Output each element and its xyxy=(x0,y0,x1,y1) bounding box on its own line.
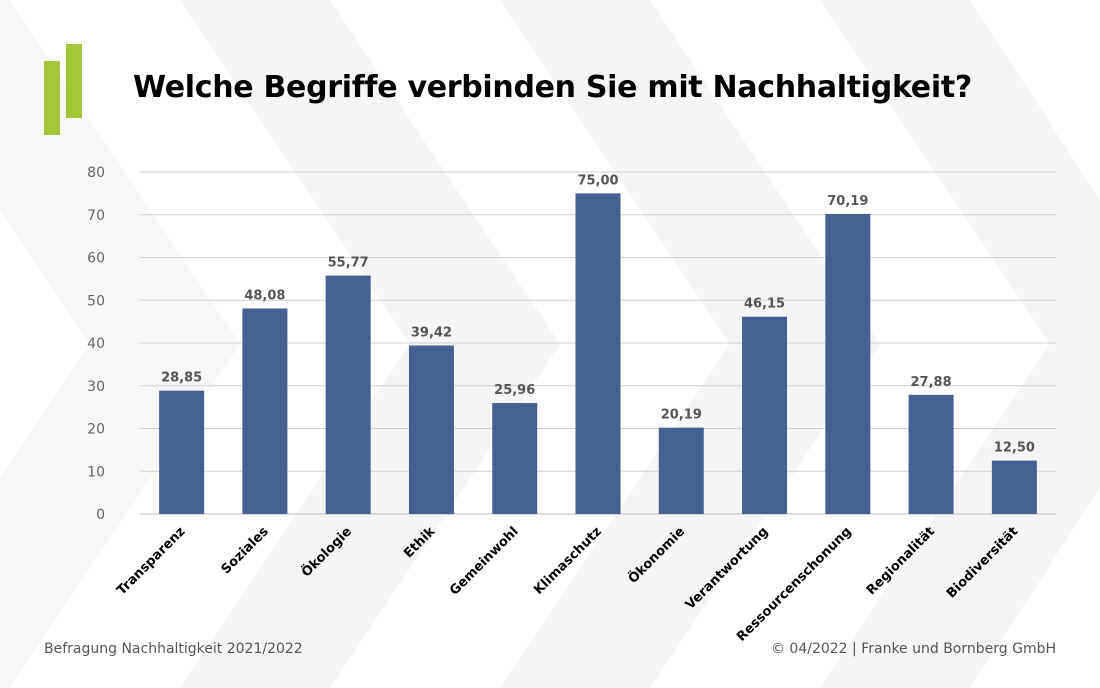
x-tick-label: Klimaschutz xyxy=(531,524,605,598)
bar xyxy=(242,308,288,514)
bar xyxy=(159,390,205,514)
x-tick-label: Biodiversität xyxy=(944,524,1021,601)
y-tick-label: 30 xyxy=(87,379,105,395)
y-tick-label: 40 xyxy=(87,336,105,352)
bar xyxy=(991,460,1037,514)
data-label: 28,85 xyxy=(161,371,202,386)
bar xyxy=(408,345,454,514)
x-tick-label: Transparenz xyxy=(114,524,188,598)
bar xyxy=(325,275,371,514)
data-label: 75,00 xyxy=(577,173,618,188)
chart-title: Welche Begriffe verbinden Sie mit Nachha… xyxy=(133,70,972,105)
x-tick-label: Ethik xyxy=(401,524,438,561)
x-tick-label: Gemeinwohl xyxy=(447,524,521,598)
x-tick-label: Verantwortung xyxy=(683,524,772,613)
data-label: 55,77 xyxy=(328,256,369,271)
bar xyxy=(658,427,704,514)
footer-copyright: © 04/2022 | Franke und Bornberg GmbH xyxy=(770,641,1056,657)
data-label: 12,50 xyxy=(994,441,1035,456)
data-label: 70,19 xyxy=(827,194,868,209)
data-label: 39,42 xyxy=(411,325,452,340)
x-tick-label: Ökonomie xyxy=(625,523,688,586)
logo-bar-short xyxy=(44,61,60,135)
x-tick-label: Soziales xyxy=(219,524,272,577)
data-label: 46,15 xyxy=(744,297,785,312)
y-tick-label: 50 xyxy=(87,293,105,309)
y-tick-label: 80 xyxy=(87,165,105,181)
x-tick-label: Ökologie xyxy=(298,523,355,580)
x-tick-label: Regionalität xyxy=(864,524,938,598)
data-label: 20,19 xyxy=(661,408,702,423)
bar xyxy=(575,193,621,514)
bar xyxy=(492,403,538,514)
bar xyxy=(908,394,954,514)
data-label: 48,08 xyxy=(244,288,285,303)
y-tick-label: 10 xyxy=(87,464,105,480)
y-tick-label: 60 xyxy=(87,251,105,267)
y-tick-label: 70 xyxy=(87,208,105,224)
data-label: 27,88 xyxy=(911,375,952,390)
footer-source: Befragung Nachhaltigkeit 2021/2022 xyxy=(44,641,303,657)
y-tick-label: 20 xyxy=(87,422,105,438)
y-tick-label: 0 xyxy=(96,507,105,523)
data-label: 25,96 xyxy=(494,383,535,398)
bar xyxy=(742,316,788,514)
company-logo xyxy=(44,44,84,136)
bar xyxy=(825,213,871,514)
logo-bar-tall xyxy=(66,44,82,118)
